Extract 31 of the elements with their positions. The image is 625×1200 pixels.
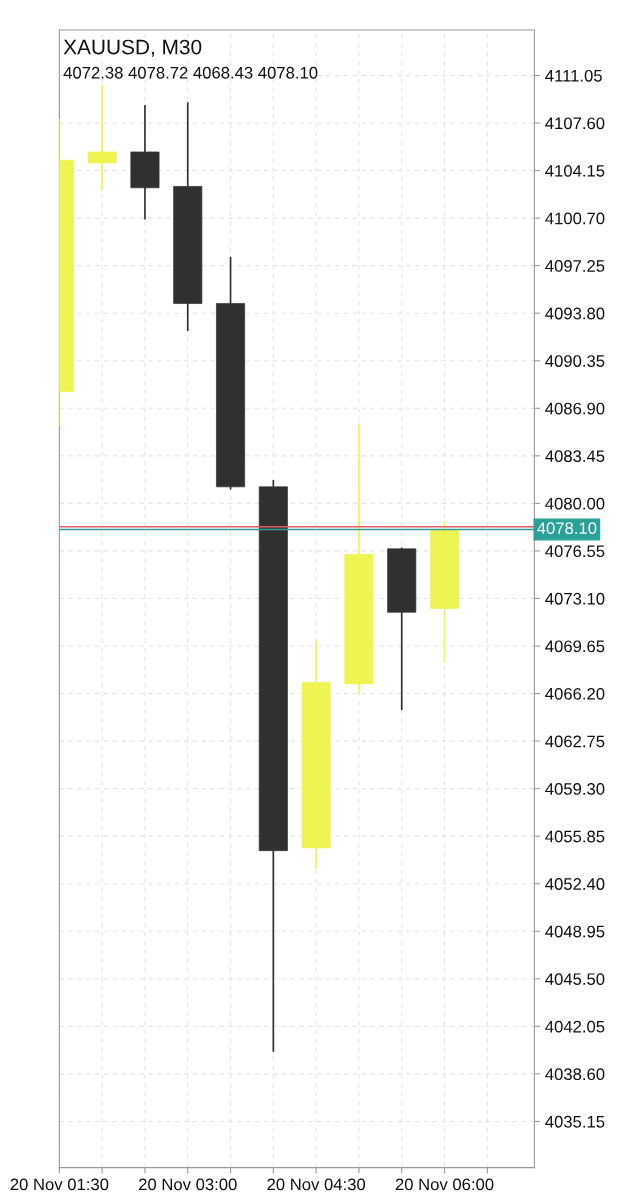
y-tick-label: 4086.90 xyxy=(545,402,605,415)
y-tick-label: 4055.85 xyxy=(545,830,605,843)
y-tick-label: 4035.15 xyxy=(545,1115,605,1128)
x-tick-label: 20 Nov 01:30 xyxy=(10,1178,109,1191)
text: 4072.38 4078.72 4068.43 4078.10 xyxy=(63,66,318,79)
y-tick-label: 4048.95 xyxy=(545,925,605,938)
y-tick-label: 4100.70 xyxy=(545,212,605,225)
y-tick-label: 4045.50 xyxy=(545,973,605,986)
y-tick-label: 4083.45 xyxy=(545,450,605,463)
chart-title: XAUUSD, M30 xyxy=(63,39,202,57)
y-tick-label: 4066.20 xyxy=(545,687,605,700)
x-tick-label: 20 Nov 06:00 xyxy=(395,1178,494,1191)
x-tick-label: 20 Nov 03:00 xyxy=(139,1178,237,1191)
y-tick-label: 4038.60 xyxy=(545,1068,605,1081)
y-tick-label: 4073.10 xyxy=(545,592,605,605)
y-tick-label: 4069.65 xyxy=(545,640,605,653)
x-tick-label: 20 Nov 04:30 xyxy=(267,1178,366,1191)
y-tick-label: 4080.00 xyxy=(545,497,605,510)
y-tick-label: 4042.05 xyxy=(545,1020,605,1033)
y-tick-label: 4059.30 xyxy=(545,783,605,795)
candlestick xyxy=(87,83,117,192)
y-tick-label: 4052.40 xyxy=(545,878,605,890)
y-tick-label: 4076.55 xyxy=(545,545,605,558)
y-tick-label: 4107.60 xyxy=(545,117,605,130)
y-tick-label: 4097.25 xyxy=(545,260,605,272)
ref-line-label: 4078.10 xyxy=(537,522,597,535)
y-tick-label: 4090.35 xyxy=(545,355,605,367)
y-tick-label: 4104.15 xyxy=(545,164,605,177)
y-tick-label: 4111.05 xyxy=(545,69,602,82)
y-tick-label: 4062.75 xyxy=(545,735,605,748)
y-tick-label: 4093.80 xyxy=(545,307,605,320)
